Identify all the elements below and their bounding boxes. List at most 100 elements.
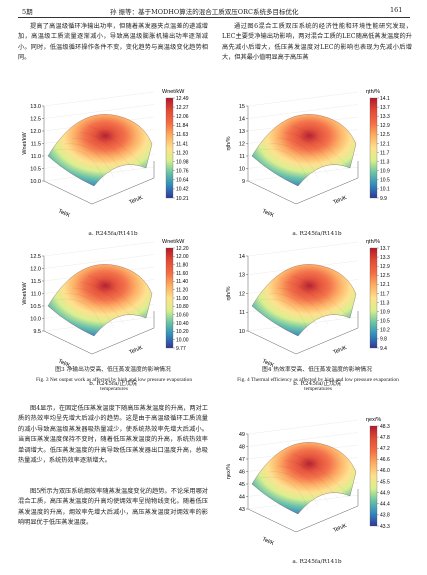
subfigure-caption: b. R245fa/正戊烷 — [293, 381, 341, 387]
mesh-line — [267, 471, 319, 507]
z-tick-label: 49 — [239, 432, 245, 438]
grid-line — [247, 419, 359, 435]
surface — [47, 114, 153, 187]
y-axis-label: Teh/K — [129, 345, 145, 356]
grid-line — [43, 91, 155, 107]
figure: Wnet/kW 12.20 12.00 11.80 11.60 11.40 11.20 11.… — [18, 236, 208, 389]
axis-box — [43, 311, 155, 355]
z-tick-label: 12.5 — [30, 254, 41, 260]
colorbar-tick-label: 10.64 — [176, 178, 189, 184]
colorbar-tick-label: 9.4 — [380, 346, 387, 352]
x-axis-label: Tel/K — [57, 208, 71, 219]
z-tick-label: 47 — [239, 457, 245, 463]
y-axis-label: Teh/K — [333, 523, 349, 534]
colorbar-tick-label: 11.40 — [176, 279, 188, 285]
axis-box — [247, 311, 359, 355]
subfigure-caption: b. R245fa/正戊烷 — [89, 381, 137, 387]
figure: ηex/% 48.3 47.8 47.2 46.6 46.0 45.5 44.9 44.4 43.… — [222, 414, 412, 567]
paragraph: 图4显示，在固定低压蒸发温度下随高压蒸发温度的升高，两对工质的热效率均呈先增大后… — [18, 405, 208, 465]
mesh-line — [79, 131, 135, 171]
colorbar-tick-label: 12.00 — [176, 254, 189, 260]
colorbar-tick-label: 12.5 — [380, 273, 390, 279]
colorbar-tick-label: 45.5 — [380, 479, 390, 485]
colorbar-tick-label: 12.1 — [380, 282, 390, 288]
z-tick-label: 10.5 — [30, 304, 41, 310]
colorbar-tick-label: 10.20 — [176, 329, 189, 335]
colorbar-tick-label: 13.3 — [380, 255, 390, 261]
colorbar-tick-label: 11.80 — [176, 262, 188, 268]
subfigure-caption: a. R245fa/R141b — [292, 559, 342, 565]
colorbar-tick-label: 10.00 — [176, 337, 189, 343]
surface-plot: ηth/%13.713.312.912.512.111.711.310.910.… — [226, 239, 390, 369]
colorbar-tick-label: 10.98 — [176, 159, 189, 165]
figure-caption-en: Fig. 3 Net output work as affected by hi… — [35, 377, 193, 392]
axis-box — [247, 161, 359, 205]
mesh-line — [63, 143, 115, 179]
surface-plot: ηex/%48.347.847.246.646.045.544.944.443.… — [226, 417, 390, 547]
z-tick-label: 14 — [239, 116, 245, 122]
grid-line — [247, 91, 359, 107]
z-tick-label: 43 — [239, 507, 245, 513]
mesh-line — [291, 453, 349, 495]
z-tick-label: 12.5 — [30, 116, 41, 122]
colorbar-label: Wnet/kW — [162, 89, 185, 95]
colorbar-tick-label: 10.9 — [380, 169, 390, 175]
colorbar-tick-label: 12.5 — [380, 132, 390, 138]
header-page: 161 — [390, 6, 403, 14]
z-tick-label: 10 — [239, 166, 245, 172]
grid-line — [43, 104, 155, 119]
axis-box — [247, 489, 359, 533]
mesh-line — [291, 125, 349, 167]
colorbar-tick-label: 11.41 — [176, 141, 188, 147]
grid-line — [43, 254, 155, 269]
z-axis-label: ηex/% — [226, 464, 232, 479]
colorbar-tick-label: 43.3 — [380, 524, 390, 530]
z-tick-label: 10.0 — [30, 179, 41, 185]
mesh-line — [283, 281, 339, 321]
colorbar-label: ηth/% — [366, 239, 380, 245]
mesh-line — [275, 287, 329, 325]
colorbar-tick-label: 10.80 — [176, 304, 189, 310]
colorbar — [165, 247, 174, 349]
colorbar — [165, 97, 174, 199]
x-axis-label: Tel/K — [57, 358, 71, 369]
paragraph: 图5所示为双压系统㶲效率随蒸发温度变化的趋势。不论采用哪对混合工质，高压蒸发温度… — [18, 488, 208, 527]
mesh-line — [63, 293, 115, 329]
z-tick-label: 11.5 — [31, 141, 41, 147]
subfigure-caption: a. R245fa/R141b — [292, 231, 342, 237]
z-axis-label: Wnet/kW — [22, 282, 28, 305]
z-tick-label: 11 — [239, 310, 245, 316]
colorbar-tick-label: 9.8 — [380, 337, 387, 343]
colorbar-tick-label: 10.76 — [176, 169, 189, 175]
paragraph: 通过图6混合工质双压系统的经济性能和环境性能研究发现，LEC主要受净输出功影响，… — [222, 23, 412, 62]
z-tick-label: 14 — [239, 254, 245, 260]
colorbar — [369, 425, 378, 527]
z-tick-label: 10 — [239, 329, 245, 335]
colorbar-tick-label: 11.63 — [176, 132, 188, 138]
surface — [251, 114, 357, 187]
z-tick-label: 12 — [239, 141, 245, 147]
x-axis-label: Tel/K — [261, 208, 275, 219]
colorbar-tick-label: 46.6 — [380, 457, 390, 463]
colorbar-tick-label: 48.3 — [380, 424, 390, 430]
colorbar-tick-label: 12.20 — [176, 246, 189, 252]
figure-caption: 图3 净输出功受高、低压蒸发温度的影响情况 — [55, 367, 171, 373]
surface-plot: Wnet/kW12.4912.2712.0611.8411.6311.4111.… — [22, 89, 189, 219]
colorbar-tick-label: 11.20 — [176, 287, 188, 293]
z-tick-label: 13 — [239, 129, 245, 135]
colorbar-tick-label: 11.3 — [380, 300, 390, 306]
z-tick-label: 48 — [239, 444, 245, 450]
mesh-line — [275, 465, 329, 503]
mesh-line — [283, 131, 339, 171]
surface-plot: Wnet/kW12.2012.0011.8011.6011.4011.2011.… — [22, 239, 189, 369]
z-axis-label: ηth/% — [226, 286, 232, 300]
surface — [251, 264, 357, 337]
colorbar-tick-label: 44.9 — [380, 490, 390, 496]
y-axis-label: Teh/K — [333, 195, 349, 206]
mesh-line — [87, 125, 145, 167]
colorbar-tick-label: 44.4 — [380, 502, 390, 508]
z-tick-label: 46 — [239, 469, 245, 475]
colorbar-tick-label: 13.7 — [380, 105, 390, 111]
figure-caption-en: Fig. 4 Thermal efficiency as affected by… — [237, 377, 399, 392]
z-tick-label: 9.5 — [33, 329, 41, 335]
